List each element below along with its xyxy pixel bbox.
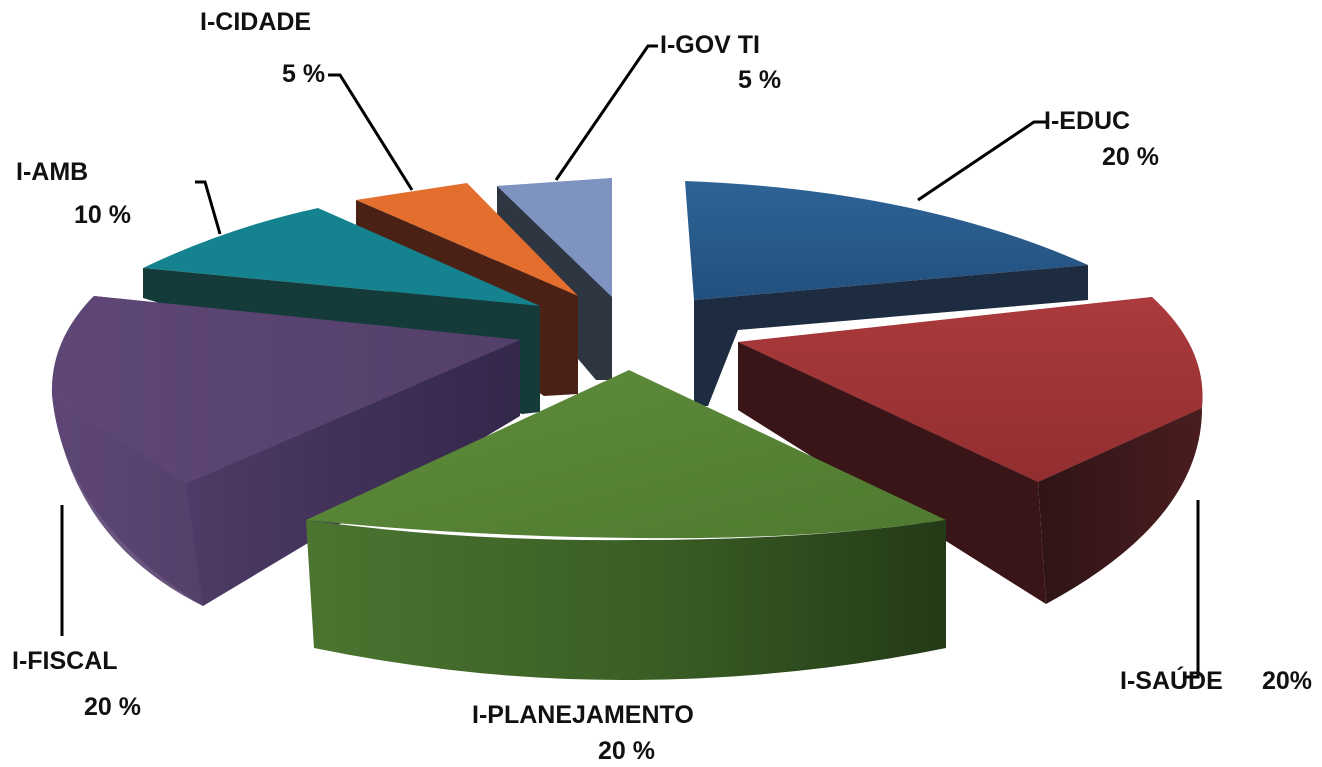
leader-i-cidade (328, 73, 414, 191)
leader-i-gov-ti (554, 44, 658, 181)
label-i-amb-name: I-AMB (16, 158, 88, 186)
label-i-fiscal-value: 20 % (84, 693, 141, 721)
label-i-fiscal-name: I-FISCAL (12, 647, 118, 675)
label-i-saude-name: I-SAÚDE (1120, 665, 1223, 695)
label-i-planejamento-name: I-PLANEJAMENTO (472, 701, 694, 729)
label-i-amb-value: 10 % (74, 201, 131, 229)
leader-lines (60, 44, 1200, 679)
labels: I-EDUC 20 % I-SAÚDE 20% I-PLANEJAMENTO 2… (12, 8, 1312, 765)
label-i-gov-ti-name: I-GOV TI (660, 31, 760, 59)
label-i-educ-value: 20 % (1102, 143, 1159, 171)
label-i-saude-value: 20% (1262, 667, 1312, 695)
slice-i-planejamento (306, 370, 946, 680)
label-i-cidade-name: I-CIDADE (200, 8, 311, 36)
leader-i-amb (195, 180, 222, 235)
label-i-cidade-value: 5 % (282, 60, 325, 88)
label-i-educ-name: I-EDUC (1044, 107, 1130, 135)
slice-i-educ (685, 181, 1088, 406)
slice-i-fiscal (51, 296, 520, 606)
slice-i-saude (738, 297, 1203, 604)
leader-i-saude (1184, 500, 1200, 679)
leader-i-educ (917, 120, 1048, 202)
label-i-planejamento-value: 20 % (598, 737, 655, 765)
label-i-gov-ti-value: 5 % (738, 66, 781, 94)
